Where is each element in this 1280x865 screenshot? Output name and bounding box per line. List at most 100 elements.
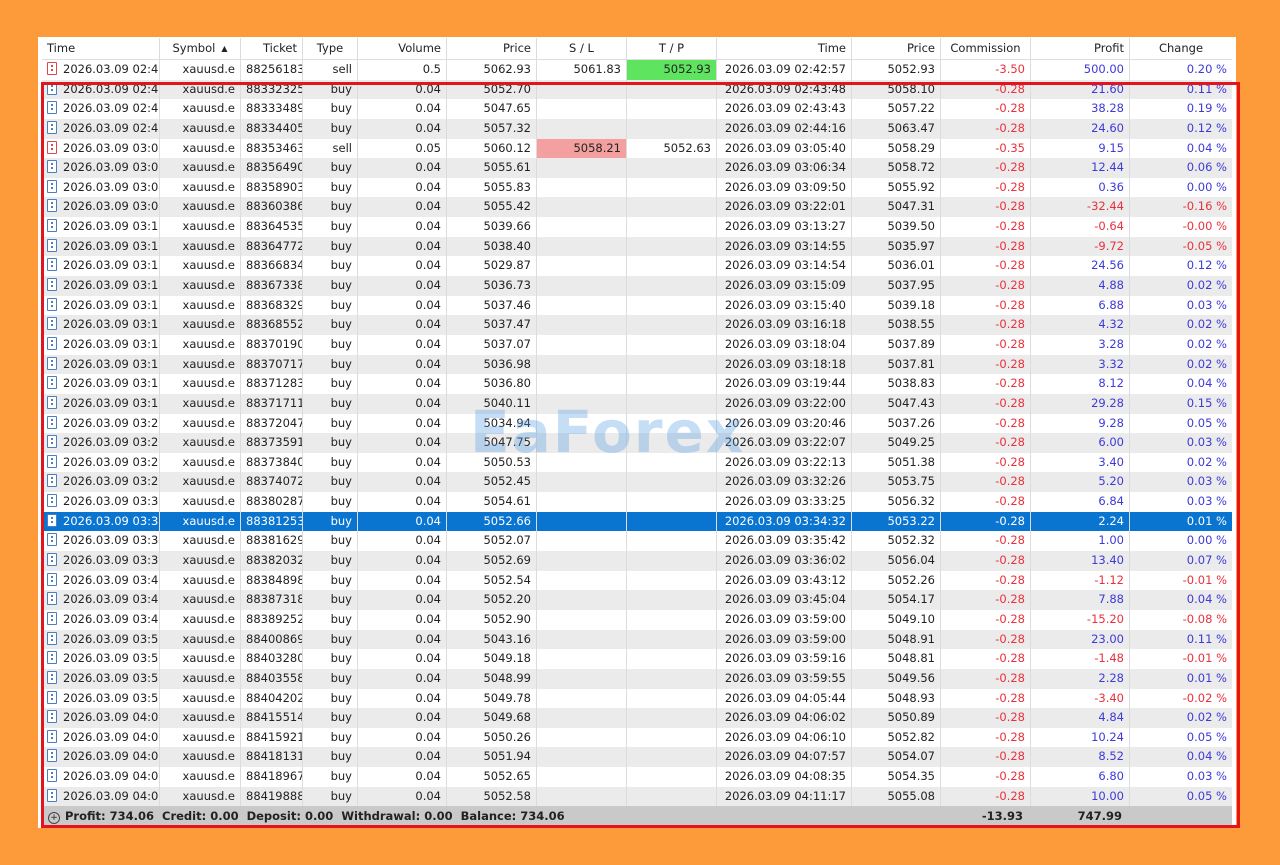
- table-row[interactable]: 2026.03.09 03:3... xauusd.e 88381253 buy 0.0…: [42, 511, 1232, 532]
- table-row[interactable]: 2026.03.09 03:1... xauusd.e 88371711 buy 0.0…: [42, 393, 1232, 414]
- buy-order-icon: [47, 258, 57, 272]
- cell-commission: -0.28: [941, 708, 1031, 728]
- table-row[interactable]: 2026.03.09 03:2... xauusd.e 88373840 buy 0.0…: [42, 452, 1232, 473]
- column-header-time-8[interactable]: Time: [717, 38, 852, 59]
- cell-text: xauusd.e: [182, 278, 235, 293]
- cell-time: 2026.03.09 04:05:44: [717, 688, 852, 709]
- table-row[interactable]: 2026.03.09 03:0... xauusd.e 88353463 sell 0.…: [42, 138, 1232, 159]
- table-row[interactable]: 2026.03.09 03:5... xauusd.e 88400869 buy 0.0…: [42, 629, 1232, 650]
- cell-text: 2026.03.09 04:11:17: [724, 788, 846, 803]
- cell-type: buy: [303, 609, 358, 630]
- cell-time: 2026.03.09 04:0...: [42, 747, 160, 768]
- table-row[interactable]: 2026.03.09 03:0... xauusd.e 88358903 buy 0.0…: [42, 177, 1232, 198]
- cell-text: 5058.72: [887, 160, 935, 175]
- cell-time: 2026.03.09 04:07:57: [717, 747, 852, 768]
- cell-ticket: 88381253: [241, 511, 303, 532]
- table-row[interactable]: 2026.03.09 03:3... xauusd.e 88381629 buy 0.0…: [42, 531, 1232, 552]
- column-header-profit-11[interactable]: Profit: [1031, 38, 1130, 59]
- cell-time: 2026.03.09 03:06:34: [717, 158, 852, 178]
- cell-text: 1.00: [1098, 533, 1124, 548]
- cell-text: 5054.17: [887, 592, 935, 607]
- table-row[interactable]: 2026.03.09 03:1... xauusd.e 88371283 buy 0.0…: [42, 374, 1232, 394]
- cell-text: xauusd.e: [182, 238, 235, 253]
- table-row[interactable]: 2026.03.09 02:4... xauusd.e 88332325 buy 0.0…: [42, 79, 1232, 100]
- cell-price: 5060.12: [447, 138, 537, 159]
- table-row[interactable]: 2026.03.09 03:1... xauusd.e 88366834 buy 0.0…: [42, 256, 1232, 277]
- column-header-s-l-6[interactable]: S / L: [537, 38, 627, 59]
- table-row[interactable]: 2026.03.09 03:5... xauusd.e 88403558 buy 0.0…: [42, 668, 1232, 689]
- cell-time: 2026.03.09 03:13:27: [717, 217, 852, 237]
- table-row[interactable]: 2026.03.09 03:1... xauusd.e 88368552 buy 0.0…: [42, 315, 1232, 335]
- column-header-price-9[interactable]: Price: [852, 38, 941, 59]
- table-row[interactable]: 2026.03.09 04:0... xauusd.e 88418967 buy 0.0…: [42, 767, 1232, 787]
- table-row[interactable]: 2026.03.09 03:5... xauusd.e 88404202 buy 0.0…: [42, 688, 1232, 709]
- cell-text: -0.28: [995, 278, 1025, 293]
- table-row[interactable]: 2026.03.09 03:5... xauusd.e 88403280 buy 0.0…: [42, 649, 1232, 669]
- cell-price: 5036.73: [447, 276, 537, 296]
- table-row[interactable]: 2026.03.09 02:4... xauusd.e 88256183 sell 0.…: [42, 60, 1232, 80]
- cell-change: 0.11 %: [1130, 630, 1232, 650]
- cell-volume: 0.04: [358, 688, 447, 709]
- table-row[interactable]: 2026.03.09 03:1... xauusd.e 88367338 buy 0.0…: [42, 276, 1232, 296]
- column-header-ticket-2[interactable]: Ticket: [241, 38, 303, 59]
- cell-time: 2026.03.09 04:06:02: [717, 708, 852, 728]
- table-row[interactable]: 2026.03.09 03:2... xauusd.e 88372047 buy 0.0…: [42, 413, 1232, 434]
- table-row[interactable]: 2026.03.09 03:1... xauusd.e 88368329 buy 0.0…: [42, 295, 1232, 316]
- cell-text: 0.02 %: [1186, 454, 1227, 469]
- cell-price: 5054.17: [852, 590, 941, 610]
- table-row[interactable]: 2026.03.09 03:1... xauusd.e 88370717 buy 0.0…: [42, 354, 1232, 375]
- column-header-volume-4[interactable]: Volume: [358, 38, 447, 59]
- table-row[interactable]: 2026.03.09 03:1... xauusd.e 88364772 buy 0.0…: [42, 236, 1232, 257]
- cell-type: buy: [303, 511, 358, 532]
- cell-text: 0.07 %: [1186, 553, 1227, 568]
- cell-commission: -0.28: [941, 609, 1031, 630]
- table-row[interactable]: 2026.03.09 03:4... xauusd.e 88384898 buy 0.0…: [42, 570, 1232, 591]
- cell-time: 2026.03.09 03:1...: [42, 236, 160, 257]
- table-row[interactable]: 2026.03.09 03:4... xauusd.e 88387318 buy 0.0…: [42, 590, 1232, 610]
- table-row[interactable]: 2026.03.09 03:3... xauusd.e 88382032 buy 0.0…: [42, 551, 1232, 571]
- cell-price: 5036.80: [447, 374, 537, 394]
- cell-text: -0.28: [995, 356, 1025, 371]
- table-row[interactable]: 2026.03.09 03:3... xauusd.e 88380287 buy 0.0…: [42, 492, 1232, 512]
- table-row[interactable]: 2026.03.09 03:0... xauusd.e 88360386 buy 0.0…: [42, 197, 1232, 218]
- cell-text: 88371711: [246, 395, 303, 410]
- table-row[interactable]: 2026.03.09 02:4... xauusd.e 88334405 buy 0.0…: [42, 118, 1232, 139]
- cell-text: -0.28: [995, 494, 1025, 509]
- expand-icon[interactable]: +: [48, 812, 60, 824]
- cell-text: 0.04 %: [1186, 140, 1227, 155]
- table-row[interactable]: 2026.03.09 04:0... xauusd.e 88415514 buy 0.0…: [42, 708, 1232, 728]
- cell-text: xauusd.e: [182, 769, 235, 784]
- cell-change: 0.05 %: [1130, 787, 1232, 807]
- cell-text: 5054.61: [483, 494, 531, 509]
- cell-profit: 3.32: [1031, 354, 1130, 375]
- cell-text: 0.04: [415, 258, 441, 273]
- table-row[interactable]: 2026.03.09 02:4... xauusd.e 88333489 buy 0.0…: [42, 99, 1232, 119]
- table-row[interactable]: 2026.03.09 03:2... xauusd.e 88374072 buy 0.0…: [42, 472, 1232, 493]
- cell-text: -3.50: [995, 62, 1025, 76]
- cell-ticket: 88356490: [241, 158, 303, 178]
- table-row[interactable]: 2026.03.09 03:2... xauusd.e 88373591 buy 0.0…: [42, 433, 1232, 453]
- table-row[interactable]: 2026.03.09 04:0... xauusd.e 88418131 buy 0.0…: [42, 747, 1232, 768]
- table-row[interactable]: 2026.03.09 03:1... xauusd.e 88364535 buy 0.0…: [42, 217, 1232, 237]
- table-row[interactable]: 2026.03.09 03:4... xauusd.e 88389252 buy 0.0…: [42, 609, 1232, 630]
- column-header-type-3[interactable]: Type: [303, 38, 358, 59]
- cell-text: -0.00 %: [1182, 219, 1227, 234]
- cell-text: 0.04: [415, 592, 441, 607]
- column-header-change-12[interactable]: Change: [1130, 38, 1232, 59]
- table-row[interactable]: 2026.03.09 04:0... xauusd.e 88415921 buy 0.0…: [42, 727, 1232, 748]
- column-header-commission-10[interactable]: Commission: [941, 38, 1031, 59]
- cell-change: 0.03 %: [1130, 492, 1232, 512]
- table-row[interactable]: 2026.03.09 03:1... xauusd.e 88370190 buy 0.0…: [42, 334, 1232, 355]
- table-row[interactable]: 2026.03.09 03:0... xauusd.e 88356490 buy 0.0…: [42, 158, 1232, 178]
- cell-profit: 13.40: [1031, 551, 1130, 571]
- buy-order-icon: [47, 474, 57, 488]
- column-header-t-p-7[interactable]: T / P: [627, 38, 717, 59]
- column-header-symbol-1[interactable]: Symbol ▲: [160, 38, 241, 59]
- cell-text: -0.28: [995, 670, 1025, 685]
- cell-text: 88364772: [246, 238, 303, 253]
- column-header-price-5[interactable]: Price: [447, 38, 537, 59]
- table-row[interactable]: 2026.03.09 04:0... xauusd.e 88419888 buy 0.0…: [42, 786, 1232, 807]
- column-header-time-0[interactable]: Time: [42, 38, 160, 59]
- cell-text: 5037.26: [887, 415, 935, 430]
- cell-symbol: xauusd.e: [160, 60, 241, 80]
